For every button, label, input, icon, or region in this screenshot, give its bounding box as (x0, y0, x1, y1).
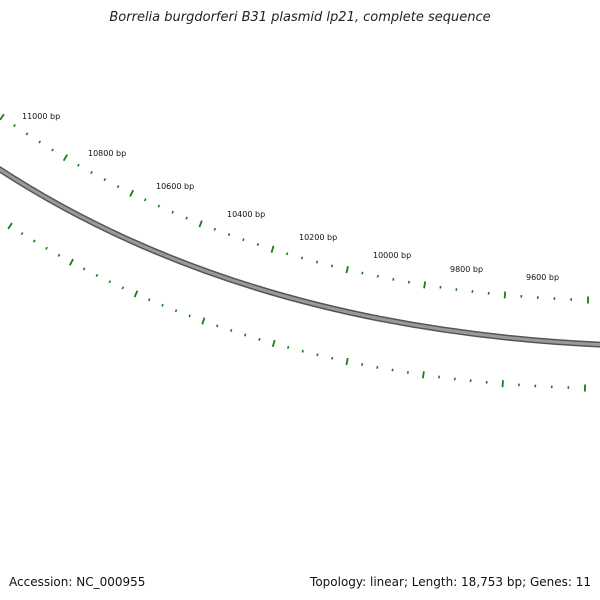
outer-tick-12 (157, 204, 161, 208)
inner-tick-21 (287, 345, 290, 349)
inner-tick-15 (201, 317, 206, 325)
inner-tick-28 (391, 368, 394, 372)
inner-tick-24 (331, 356, 334, 360)
map-title: Borrelia burgdorferi B31 plasmid lp21, c… (109, 10, 491, 25)
ruler-label-10400: 10400 bp (227, 210, 265, 219)
inner-tick-18 (244, 333, 247, 337)
inner-tick-4 (57, 253, 61, 257)
outer-tick-8 (103, 178, 107, 182)
outer-tick-18 (242, 238, 245, 242)
outer-tick-2 (25, 132, 29, 136)
inner-tick-13 (174, 309, 178, 313)
inner-tick-14 (188, 314, 191, 318)
inner-tick-25 (345, 357, 349, 366)
inner-tick-23 (316, 353, 319, 357)
outer-tick-25 (345, 265, 349, 274)
outer-tick-27 (376, 274, 379, 278)
inner-tick-19 (258, 337, 261, 341)
outer-tick-13 (171, 210, 174, 214)
inner-feature-track (7, 222, 586, 392)
backbone-edge (0, 165, 600, 348)
inner-tick-11 (147, 298, 151, 302)
outer-tick-6 (77, 163, 80, 167)
inner-tick-26 (361, 363, 364, 366)
outer-tick-23 (315, 260, 319, 264)
outer-tick-3 (38, 140, 42, 144)
inner-tick-2 (32, 239, 36, 243)
ruler-label-10600: 10600 bp (156, 182, 194, 191)
inner-tick-3 (45, 246, 48, 250)
ruler-label-9800: 9800 bp (450, 265, 483, 274)
outer-tick-11 (143, 198, 147, 202)
inner-tick-8 (108, 280, 112, 284)
inner-tick-6 (82, 267, 86, 271)
outer-tick-35 (503, 291, 507, 299)
ruler-label-10800: 10800 bp (88, 149, 126, 158)
outer-tick-16 (213, 227, 217, 231)
inner-tick-12 (161, 303, 164, 307)
inner-tick-0 (7, 222, 13, 230)
outer-tick-0 (0, 113, 5, 121)
ruler-label-9600: 9600 bp (526, 273, 559, 282)
outer-tick-5 (62, 154, 68, 162)
outer-tick-30 (423, 281, 427, 289)
outer-tick-22 (300, 256, 304, 260)
outer-tick-7 (90, 171, 93, 175)
inner-tick-17 (230, 329, 233, 333)
outer-tick-10 (129, 189, 135, 197)
outer-tick-1 (13, 124, 16, 128)
outer-tick-26 (361, 271, 364, 275)
outer-tick-19 (256, 243, 260, 247)
backbone-fill (0, 167, 600, 347)
outer-tick-20 (270, 245, 275, 253)
inner-tick-22 (301, 349, 304, 353)
outer-tick-21 (286, 252, 289, 256)
outer-tick-9 (116, 185, 120, 189)
outer-tick-15 (198, 220, 203, 228)
ruler-label-11000: 11000 bp (22, 112, 60, 121)
outer-tick-17 (227, 233, 231, 237)
backbone (0, 165, 600, 348)
outer-feature-track (0, 113, 589, 304)
ruler-labels: 11000 bp 10800 bp 10600 bp 10400 bp 1020… (22, 112, 559, 282)
inner-tick-5 (69, 258, 74, 266)
inner-tick-35 (501, 380, 504, 388)
ruler-label-10200: 10200 bp (299, 233, 337, 242)
inner-tick-9 (121, 286, 125, 290)
sequence-summary: Topology: linear; Length: 18,753 bp; Gen… (310, 575, 591, 589)
inner-tick-20 (271, 339, 276, 348)
inner-tick-10 (133, 290, 139, 298)
outer-tick-24 (330, 264, 334, 268)
inner-tick-16 (216, 324, 219, 328)
ruler-label-10000: 10000 bp (373, 251, 411, 260)
inner-tick-7 (95, 273, 99, 277)
outer-tick-4 (51, 148, 54, 152)
outer-tick-14 (185, 216, 188, 220)
inner-tick-1 (20, 232, 24, 236)
inner-tick-30 (422, 371, 425, 379)
accession-text: Accession: NC_000955 (9, 575, 146, 589)
